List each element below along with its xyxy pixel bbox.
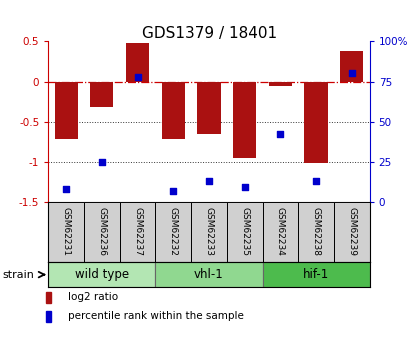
Text: percentile rank within the sample: percentile rank within the sample xyxy=(68,312,244,322)
Text: GSM62231: GSM62231 xyxy=(62,207,71,256)
Point xyxy=(312,178,319,184)
Text: hif-1: hif-1 xyxy=(303,268,329,281)
Text: GSM62234: GSM62234 xyxy=(276,207,285,256)
Text: GSM62233: GSM62233 xyxy=(205,207,213,256)
Point xyxy=(277,132,284,137)
Text: wild type: wild type xyxy=(75,268,129,281)
Bar xyxy=(334,202,370,262)
Bar xyxy=(48,202,84,262)
Bar xyxy=(84,202,120,262)
Text: GSM62238: GSM62238 xyxy=(312,207,320,256)
Bar xyxy=(340,51,363,81)
Bar xyxy=(197,81,220,134)
Bar xyxy=(90,81,113,107)
Text: GSM62232: GSM62232 xyxy=(169,207,178,256)
Bar xyxy=(155,262,262,287)
Bar xyxy=(298,202,334,262)
Bar xyxy=(162,81,185,139)
Bar xyxy=(155,202,191,262)
Point xyxy=(206,178,212,184)
Text: strain: strain xyxy=(2,270,34,279)
Bar xyxy=(304,81,328,162)
Text: GDS1379 / 18401: GDS1379 / 18401 xyxy=(142,26,278,41)
Bar xyxy=(227,202,262,262)
Point xyxy=(349,71,355,76)
Text: GSM62239: GSM62239 xyxy=(347,207,356,256)
Bar xyxy=(47,292,51,303)
Point xyxy=(63,186,70,192)
Bar xyxy=(269,81,292,86)
Text: GSM62236: GSM62236 xyxy=(97,207,106,256)
Bar xyxy=(126,43,149,81)
Text: log2 ratio: log2 ratio xyxy=(68,293,118,303)
Bar xyxy=(262,262,370,287)
Bar xyxy=(55,81,78,139)
Point xyxy=(170,188,177,193)
Text: GSM62235: GSM62235 xyxy=(240,207,249,256)
Bar xyxy=(47,311,51,322)
Text: GSM62237: GSM62237 xyxy=(133,207,142,256)
Bar xyxy=(120,202,155,262)
Text: vhl-1: vhl-1 xyxy=(194,268,224,281)
Bar xyxy=(191,202,227,262)
Point xyxy=(241,185,248,190)
Bar xyxy=(48,262,155,287)
Bar xyxy=(262,202,298,262)
Point xyxy=(98,159,105,165)
Bar xyxy=(233,81,256,158)
Point xyxy=(134,74,141,79)
